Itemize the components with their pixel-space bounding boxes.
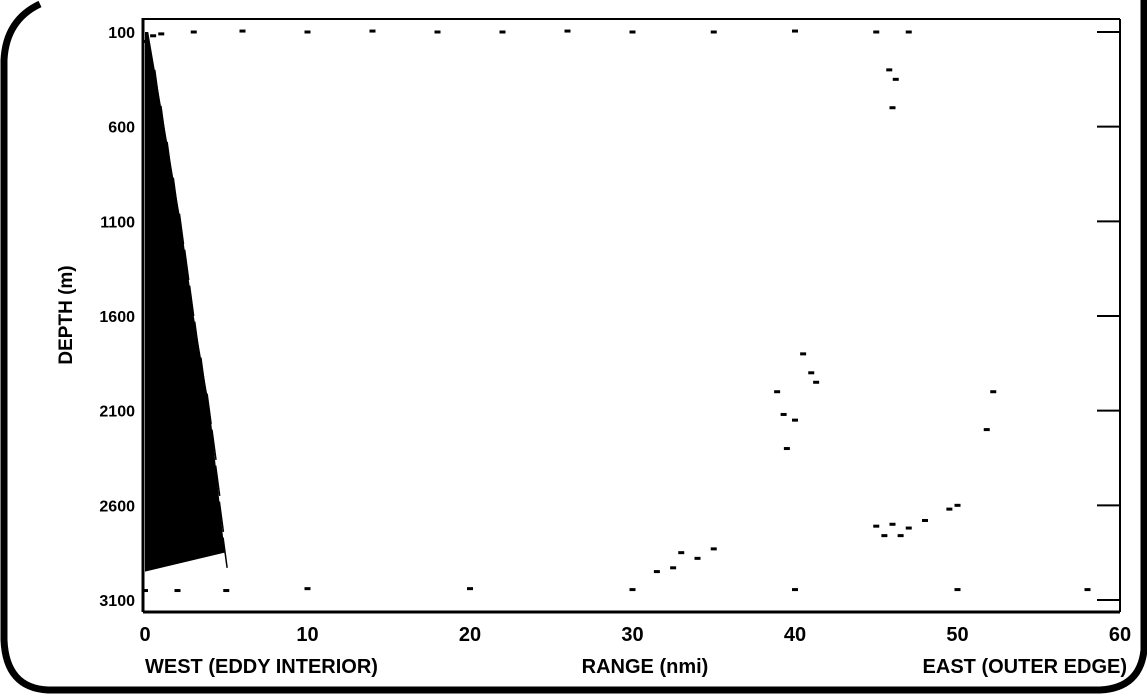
data-point [158,32,165,36]
ray-streak [172,177,179,209]
data-point [873,30,880,34]
data-point [886,68,893,72]
data-point [190,30,197,34]
data-point [780,412,787,416]
ray-streak [188,285,195,317]
ray-streak [183,249,190,281]
data-point [174,589,181,593]
ray-streak [193,321,200,353]
data-point [813,380,820,384]
x-axis-label-left: WEST (EDDY INTERIOR) [145,656,378,678]
data-point [678,551,685,555]
data-point [873,524,880,528]
data-point [889,106,896,110]
data-point [629,30,636,34]
data-point [774,390,781,394]
data-point [467,587,473,591]
ray-streak [211,429,217,460]
data-point [783,447,790,451]
y-tick-label: 2600 [99,498,135,515]
y-tick-label: 600 [108,120,135,137]
data-point [564,29,571,33]
data-point [990,390,997,394]
data-point [710,30,717,34]
data-point [954,503,961,507]
data-point [800,352,807,356]
x-tick-label: 40 [784,624,806,646]
data-point [808,371,815,375]
y-tick-label: 3100 [99,593,135,610]
data-point [629,588,636,592]
data-point [142,589,148,593]
x-axis-label-right: EAST (OUTER EDGE) [923,656,1127,678]
ray-streak [160,105,166,137]
data-point [897,534,904,538]
x-tick-label: 0 [139,624,150,646]
data-point [946,507,953,511]
x-tick-label: 50 [946,624,968,646]
y-tick-label: 1100 [100,214,135,231]
ray-streak [154,69,160,101]
data-point [710,547,717,551]
ray-streak [206,393,212,425]
x-axis-label-center: RANGE (nmi) [582,656,709,678]
y-tick-label: 2100 [99,404,135,421]
ray-streak [218,501,225,532]
data-point [499,30,506,34]
data-point [369,29,376,33]
data-point [792,29,798,33]
data-point [223,589,230,593]
y-tick-label: 1600 [99,309,135,326]
data-point [304,30,311,34]
data-point [304,587,311,591]
y-ticks-group: 100 600 1100 1600 2100 2600 3100 [99,25,1120,610]
data-points-group [142,29,1091,593]
data-point [792,418,798,422]
ray-streak [166,141,172,173]
data-point [954,588,961,592]
data-point [881,534,888,538]
x-tick-label: 10 [296,624,318,646]
data-point [905,30,912,34]
data-point [150,34,157,38]
ray-streak [200,357,206,389]
data-point [792,588,798,592]
x-tick-label: 30 [621,624,643,646]
data-point [694,556,701,560]
data-point [983,428,990,432]
data-point [922,518,928,522]
data-point [653,570,660,574]
ray-streak [214,465,221,496]
x-tick-label: 20 [459,624,481,646]
data-point [892,77,899,81]
data-point [434,30,441,34]
data-point [1084,588,1091,592]
dense-ray-region [145,32,228,572]
data-point [889,522,896,526]
x-tick-label: 60 [1109,624,1131,646]
data-point [670,566,677,570]
y-tick-label: 100 [108,25,135,42]
ray-streak [222,537,228,568]
x-ticks-group: 0 10 20 30 40 50 60 [139,624,1131,646]
data-point [142,39,148,43]
y-axis-label: DEPTH (m) [56,265,77,364]
plot-area [141,18,1121,614]
ray-streak [178,213,185,245]
data-point [905,526,912,530]
data-point [239,29,246,33]
dense-ray-fill [145,32,225,572]
